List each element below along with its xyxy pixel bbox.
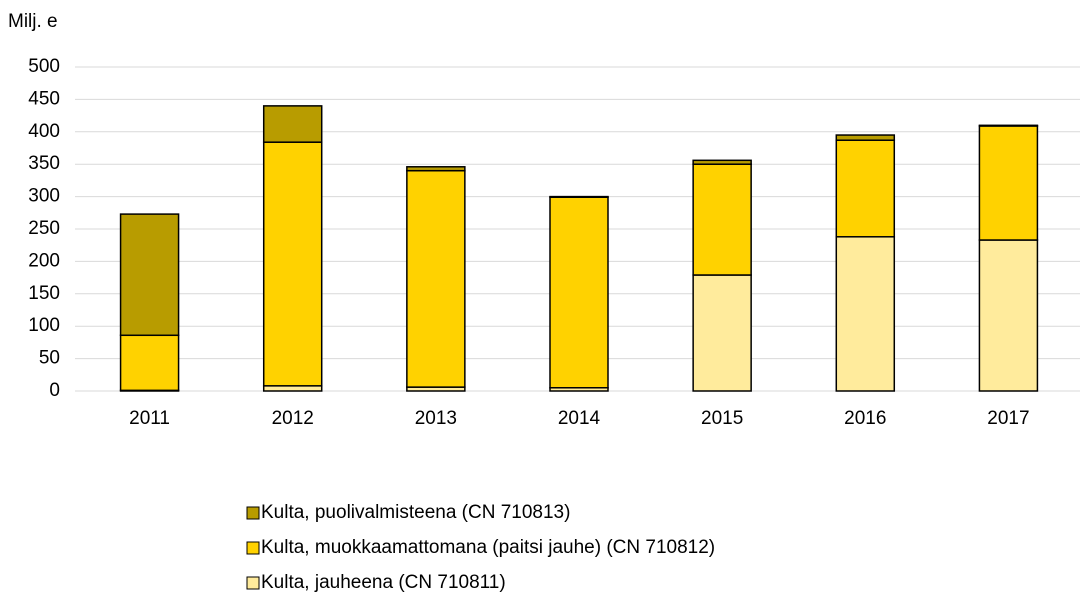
y-tick-label: 50 bbox=[39, 348, 60, 369]
legend-swatch bbox=[246, 541, 260, 555]
x-tick-label: 2011 bbox=[129, 408, 170, 429]
y-tick-label: 0 bbox=[49, 380, 60, 401]
y-tick-label: 450 bbox=[28, 88, 60, 109]
legend-label: Kulta, puolivalmisteena (CN 710813) bbox=[261, 502, 570, 523]
bar-segment bbox=[262, 385, 323, 392]
y-tick-label: 300 bbox=[28, 186, 60, 207]
bar-segment bbox=[119, 334, 180, 392]
x-tick-label: 2017 bbox=[987, 408, 1029, 429]
y-tick-label: 150 bbox=[28, 283, 60, 304]
y-tick-label: 500 bbox=[28, 56, 60, 77]
y-tick-label: 350 bbox=[28, 153, 60, 174]
y-tick-label: 200 bbox=[28, 250, 60, 271]
y-tick-label: 250 bbox=[28, 218, 60, 239]
bar-segment bbox=[692, 159, 752, 165]
x-tick-label: 2014 bbox=[558, 408, 601, 429]
bar-segment bbox=[835, 139, 896, 238]
bar-segment bbox=[119, 213, 180, 337]
bar-segment bbox=[835, 134, 896, 141]
bar-segment bbox=[692, 274, 752, 392]
legend-label: Kulta, jauheena (CN 710811) bbox=[261, 572, 506, 593]
x-tick-label: 2012 bbox=[272, 408, 314, 429]
bar-segment bbox=[406, 169, 466, 388]
legend-swatch bbox=[246, 576, 260, 590]
legend-swatch bbox=[246, 506, 260, 520]
bar-segment bbox=[692, 163, 752, 276]
x-tick-label: 2013 bbox=[415, 408, 457, 429]
y-tick-label: 100 bbox=[28, 315, 60, 336]
y-tick-label: 400 bbox=[28, 121, 60, 142]
chart-title: Milj. e bbox=[8, 11, 58, 32]
bar-segment bbox=[406, 166, 466, 172]
x-tick-label: 2015 bbox=[701, 408, 743, 429]
legend-label: Kulta, muokkaamattomana (paitsi jauhe) (… bbox=[261, 537, 715, 558]
bar-segment bbox=[835, 236, 896, 392]
bar-segment bbox=[978, 125, 1039, 241]
bar-segment bbox=[549, 195, 609, 198]
bar-segment bbox=[978, 124, 1039, 127]
bar-segment bbox=[262, 105, 323, 143]
bar-segment bbox=[262, 141, 323, 387]
bar-segment bbox=[549, 196, 609, 389]
bar-segment bbox=[978, 239, 1039, 392]
x-tick-label: 2016 bbox=[844, 408, 886, 429]
